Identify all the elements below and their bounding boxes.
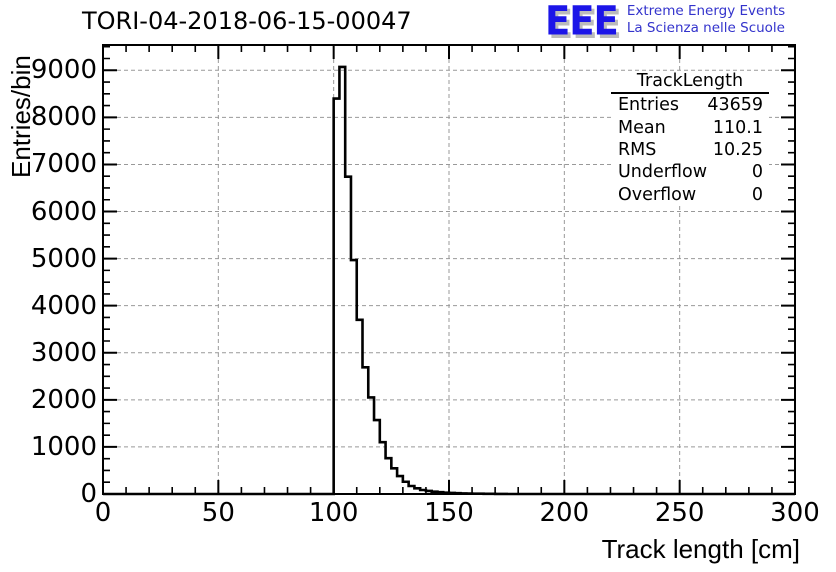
stat-label: Mean <box>618 117 666 138</box>
stats-row: Mean 110.1 <box>611 116 769 138</box>
y-tick-label: 9000 <box>30 55 97 86</box>
y-tick-label: 1000 <box>30 431 97 462</box>
x-tick-label: 200 <box>539 498 590 528</box>
x-tick-label: 150 <box>424 498 474 528</box>
y-tick-label: 4000 <box>30 290 97 321</box>
stat-label: RMS <box>618 140 657 161</box>
stat-label: Overflow <box>618 184 697 205</box>
eee-acronym: EEE <box>545 0 619 45</box>
x-tick-label: 250 <box>654 498 705 528</box>
x-tick-label: 300 <box>770 498 820 528</box>
major-ticks <box>102 45 796 495</box>
x-tick-label: 50 <box>201 498 235 528</box>
stat-value: 0 <box>751 184 763 205</box>
x-axis-title: Track length [cm] <box>601 534 800 564</box>
stat-value: 10.25 <box>712 140 763 161</box>
plot-title: TORI-04-2018-06-15-00047 <box>82 7 412 35</box>
stat-value: 110.1 <box>712 117 763 138</box>
stat-label: Underflow <box>618 162 708 183</box>
stats-box-rows: Entries 43659 Mean 110.1 RMS 10.25 Underflow 0 O… <box>611 94 769 206</box>
stat-value: 0 <box>751 162 763 183</box>
y-tick-label: 0 <box>80 479 97 509</box>
x-tick-label: 0 <box>94 498 112 528</box>
y-tick-label: 3000 <box>30 337 97 368</box>
y-tick-label: 5000 <box>30 243 97 274</box>
minor-ticks <box>103 45 795 494</box>
y-tick-label: 2000 <box>30 384 97 415</box>
stats-row: RMS 10.25 <box>611 139 769 161</box>
stats-box-title: TrackLength <box>611 72 769 94</box>
eee-logo: EEE Extreme Energy Events La Scienza nel… <box>545 0 785 45</box>
y-tick-label: 6000 <box>30 196 97 227</box>
stat-value: 43659 <box>707 95 763 116</box>
eee-logo-text: Extreme Energy Events La Scienza nelle S… <box>627 0 785 40</box>
stats-box: TrackLength Entries 43659 Mean 110.1 RMS 10.2… <box>611 72 769 206</box>
stats-row: Underflow 0 <box>611 161 769 183</box>
y-tick-label: 7000 <box>30 149 97 180</box>
stats-row: Overflow 0 <box>611 184 769 206</box>
stat-label: Entries <box>618 95 679 116</box>
eee-logo-line2: La Scienza nelle Scuole <box>626 20 785 36</box>
x-tick-label: 100 <box>308 498 359 528</box>
stats-row: Entries 43659 <box>611 94 769 116</box>
y-tick-label: 8000 <box>30 102 97 133</box>
eee-logo-line1: Extreme Energy Events <box>626 3 786 19</box>
